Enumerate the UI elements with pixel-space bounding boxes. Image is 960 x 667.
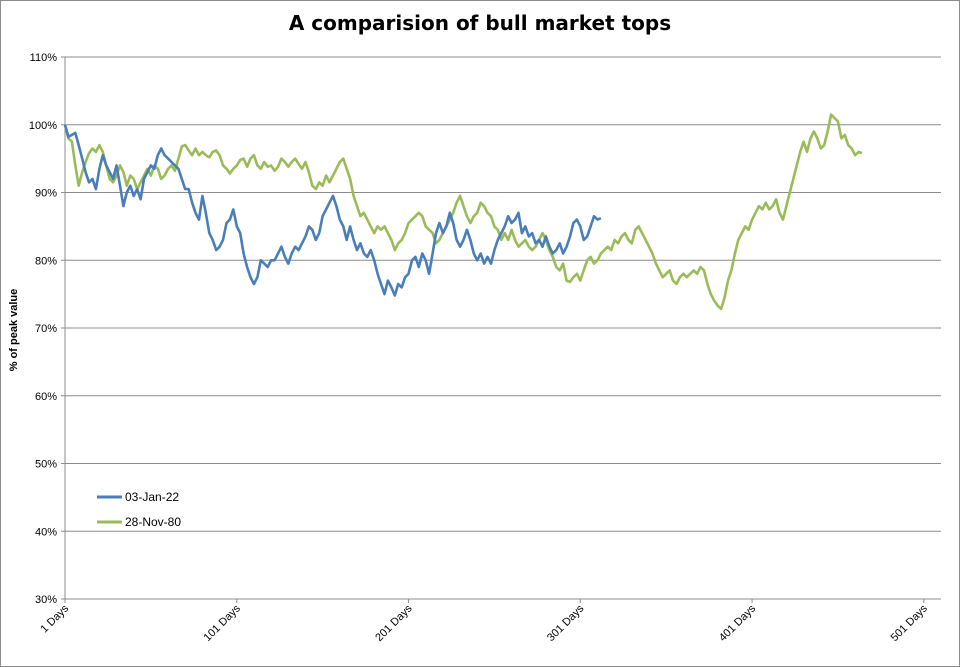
y-tick-label: 100% [29, 120, 57, 132]
x-tick-label: 401 Days [717, 602, 759, 644]
y-axis-label: % of peak value [8, 289, 20, 372]
x-tick-label: 201 Days [373, 602, 415, 644]
series-lines [63, 113, 863, 311]
y-tick-label: 70% [35, 323, 57, 335]
axes [61, 56, 941, 603]
legend: 03-Jan-22 28-Nov-80 [97, 490, 181, 529]
y-tick-label: 50% [35, 459, 57, 471]
x-tick-label: 101 Days [202, 602, 244, 644]
y-tick-label: 60% [35, 391, 57, 403]
chart-title: A comparision of bull market tops [288, 11, 672, 35]
x-tick-label: 501 Days [889, 602, 931, 644]
series-line-jan22 [63, 124, 602, 297]
series-line-nov80 [63, 113, 863, 311]
y-tick-label: 40% [35, 526, 57, 538]
y-tick-labels: 30% 40% 50% 60% 70% 80% 90% 100% 110% [29, 52, 57, 606]
x-tick-label: 301 Days [545, 602, 587, 644]
y-tick-label: 80% [35, 255, 57, 267]
y-tick-label: 110% [30, 52, 58, 64]
x-tick-labels: 1 Days 101 Days 201 Days 301 Days 401 Days 50… [38, 602, 930, 644]
x-tick-label: 1 Days [38, 602, 71, 635]
legend-label: 03-Jan-22 [125, 490, 179, 504]
y-tick-label: 30% [35, 594, 57, 606]
legend-label: 28-Nov-80 [125, 515, 181, 529]
y-tick-label: 90% [35, 188, 57, 200]
